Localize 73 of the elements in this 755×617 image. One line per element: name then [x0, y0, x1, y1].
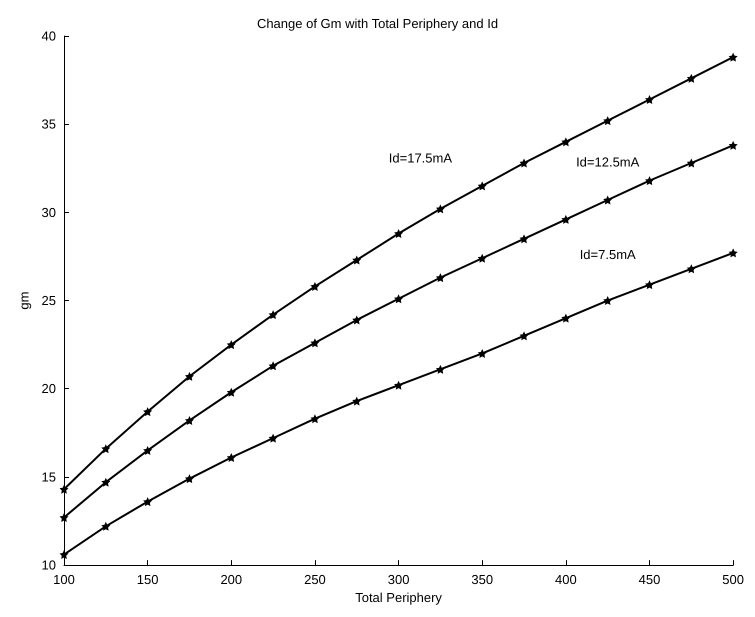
point	[60, 550, 68, 560]
y-tick-label: 30	[42, 204, 56, 220]
y-tick-label: 35	[42, 116, 56, 132]
point	[436, 204, 445, 214]
point	[645, 280, 654, 290]
chart-title: Change of Gm with Total Periphery and Id	[256, 16, 498, 31]
y-tick-label: 15	[42, 469, 56, 484]
y-tick-label: 20	[42, 381, 56, 396]
x-tick-label: 450	[638, 572, 660, 588]
y-tick-label: 10	[42, 558, 56, 573]
point	[184, 416, 194, 425]
x-tick-label: 350	[471, 572, 494, 588]
text: Id=17.5mA	[388, 150, 452, 166]
x-tick-label: 500	[722, 572, 744, 588]
point	[561, 214, 570, 224]
point	[686, 264, 696, 274]
point	[352, 255, 362, 264]
point	[268, 310, 278, 320]
point	[101, 522, 110, 531]
point	[728, 140, 738, 150]
series-label: Id=12.5mA	[576, 154, 640, 170]
point	[728, 248, 738, 258]
point	[520, 234, 529, 244]
point	[478, 348, 487, 358]
point	[60, 512, 68, 522]
point	[394, 294, 404, 304]
point	[184, 372, 194, 381]
point	[226, 388, 236, 397]
point	[686, 74, 696, 83]
point	[645, 94, 654, 104]
point	[310, 414, 320, 424]
point	[394, 380, 404, 390]
series-label: Id=7.5mA	[580, 247, 636, 262]
point	[603, 296, 612, 306]
y-tick-label: 40	[42, 28, 56, 44]
x-tick-label: 250	[304, 572, 326, 588]
point	[268, 434, 278, 443]
x-tick-label: 400	[555, 572, 577, 588]
point	[478, 254, 487, 263]
x-tick-label: 300	[388, 572, 410, 588]
point	[310, 338, 320, 348]
point	[143, 446, 152, 455]
point	[226, 453, 236, 462]
point	[60, 484, 68, 494]
point	[561, 314, 570, 323]
x-tick-label: 100	[53, 572, 75, 588]
x-axis-title: Total Periphery	[355, 590, 442, 605]
point	[101, 444, 110, 454]
x-tick-label: 150	[136, 572, 158, 588]
point	[436, 273, 445, 282]
point	[101, 478, 110, 487]
point	[268, 361, 278, 370]
point	[603, 196, 612, 205]
point	[310, 282, 320, 291]
point	[728, 52, 738, 62]
point	[226, 340, 236, 350]
y-tick-label: 25	[42, 293, 56, 308]
point	[394, 229, 404, 238]
point	[352, 396, 362, 406]
point	[478, 181, 487, 190]
point	[143, 497, 152, 506]
point	[184, 474, 194, 484]
point	[645, 176, 654, 186]
y-axis-title: gm	[16, 292, 32, 310]
point	[143, 407, 152, 416]
point	[686, 158, 696, 168]
point	[436, 364, 445, 374]
point	[561, 137, 570, 146]
x-tick-label: 200	[220, 572, 242, 588]
point	[520, 158, 529, 168]
point	[603, 116, 612, 126]
point	[520, 331, 529, 340]
point	[352, 315, 362, 324]
